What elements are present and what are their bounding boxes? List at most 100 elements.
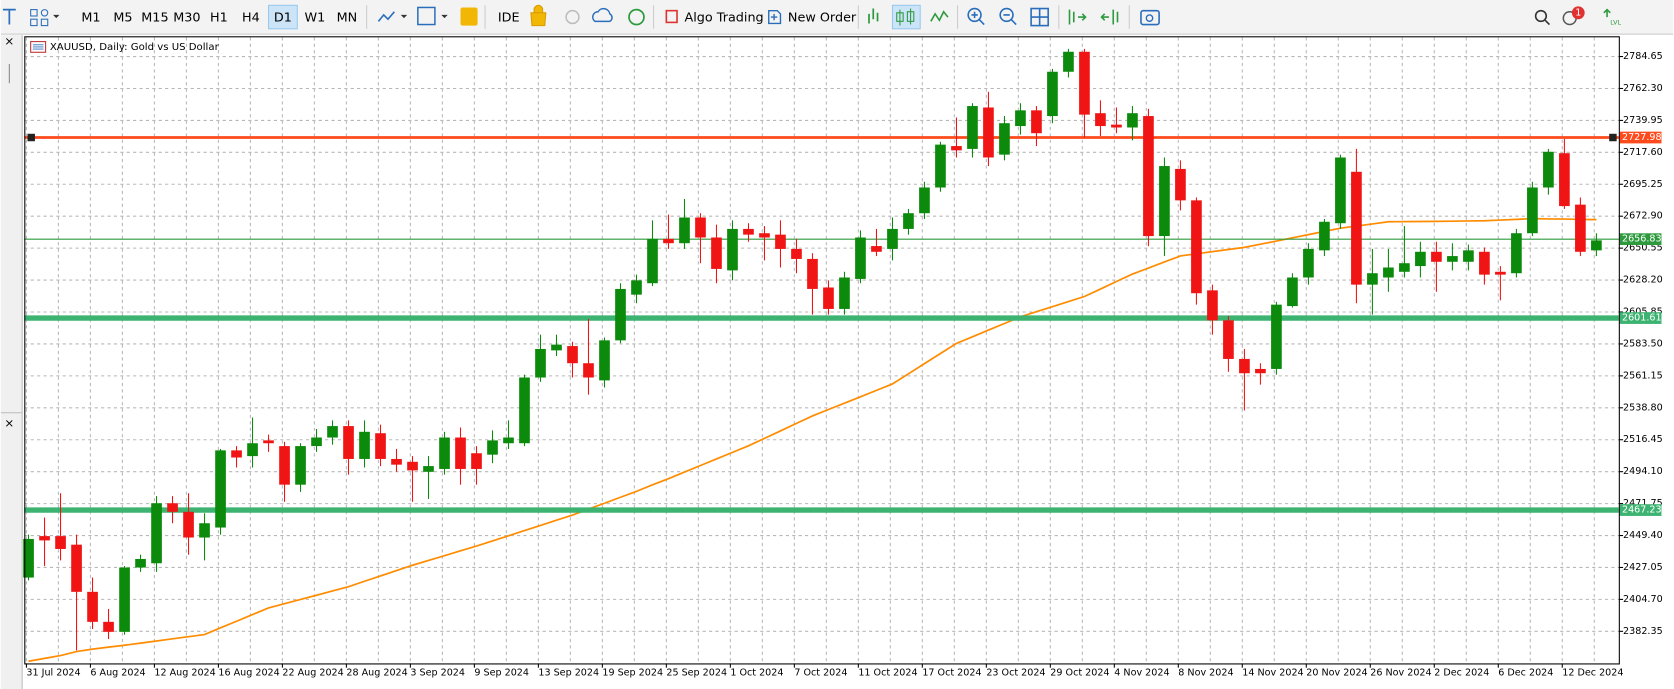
x-tick-label: 31 Jul 2024 <box>26 668 80 679</box>
candle-body <box>1431 251 1442 262</box>
ide-button[interactable]: IDE <box>498 11 520 26</box>
vps-icon[interactable] <box>628 8 645 26</box>
candle-body <box>951 146 962 151</box>
candle-body <box>759 233 770 238</box>
candle-body <box>1191 200 1202 294</box>
candle-body <box>1079 51 1090 115</box>
dropdown[interactable] <box>53 14 60 19</box>
auto-scroll[interactable] <box>1068 9 1087 25</box>
candle-body <box>1063 51 1074 72</box>
candle-body <box>871 246 882 252</box>
candle-body <box>1511 233 1522 274</box>
chart-shift[interactable] <box>1100 9 1119 25</box>
candle-body <box>343 426 354 459</box>
notification-badge[interactable] <box>1571 6 1585 20</box>
timeframe-button[interactable]: MN <box>337 11 358 26</box>
x-tick-label: 1 Oct 2024 <box>730 668 783 679</box>
candle-body <box>903 213 914 229</box>
timeframe-button[interactable]: M5 <box>113 11 132 26</box>
cloud-icon[interactable] <box>592 7 613 23</box>
x-tick-label: 9 Sep 2024 <box>474 668 529 679</box>
candle-body <box>1159 166 1170 237</box>
line-chart-tool[interactable] <box>930 10 949 22</box>
candle-body <box>807 258 818 289</box>
templates-tool[interactable] <box>417 6 436 26</box>
close-panel[interactable]: × <box>4 416 14 430</box>
new-order-icon[interactable] <box>768 9 782 25</box>
y-tick-label: 2628.20 <box>1623 275 1663 286</box>
x-tick-label: 29 Oct 2024 <box>1050 668 1109 679</box>
dropdown[interactable] <box>400 14 408 19</box>
shapes-tool[interactable] <box>30 9 49 27</box>
algo-icon[interactable] <box>665 9 678 24</box>
candle-body <box>327 426 338 438</box>
y-tick-label: 2695.25 <box>1623 179 1663 190</box>
indicators-tool[interactable] <box>377 11 395 22</box>
timeframe-button[interactable]: M30 <box>173 11 200 26</box>
x-tick-label: 6 Aug 2024 <box>90 668 145 679</box>
x-tick-label: 14 Nov 2024 <box>1242 668 1303 679</box>
candle-body <box>1399 263 1410 272</box>
bar-chart-tool[interactable] <box>868 8 879 24</box>
search[interactable] <box>1534 9 1551 26</box>
timeframe-button[interactable]: M15 <box>141 11 168 26</box>
y-tick-label: 2762.30 <box>1623 83 1663 94</box>
chart-window <box>24 36 1674 689</box>
x-tick-label: 23 Oct 2024 <box>986 668 1045 679</box>
x-tick-label: 26 Nov 2024 <box>1370 668 1431 679</box>
zoom-in[interactable] <box>967 7 985 26</box>
close-panel[interactable]: × <box>4 34 14 48</box>
y-tick-label: 2561.15 <box>1623 370 1663 381</box>
candle-body <box>1527 187 1538 234</box>
candle-body <box>1543 151 1554 188</box>
candle-body <box>439 437 450 469</box>
timeframe-button[interactable]: W1 <box>305 11 326 26</box>
signal-icon[interactable] <box>565 9 580 25</box>
level-icon[interactable] <box>1603 8 1611 18</box>
level-handle <box>27 133 35 142</box>
market-tool[interactable] <box>460 7 478 26</box>
candle-body <box>295 446 306 485</box>
candle-body <box>615 288 626 341</box>
candle-body <box>1031 110 1042 134</box>
candle-body <box>791 248 802 259</box>
candle-body <box>1271 304 1282 369</box>
candle-body <box>167 503 178 512</box>
candle-body <box>1015 110 1026 127</box>
bag-icon[interactable] <box>530 4 547 27</box>
tile-windows[interactable] <box>1030 7 1049 27</box>
candle-body <box>71 544 82 592</box>
algo-trading-button[interactable]: Algo Trading <box>684 11 763 26</box>
candle-body <box>1095 113 1106 127</box>
y-tick-label: 2449.40 <box>1623 530 1663 541</box>
candle-body <box>695 217 706 238</box>
candle-body <box>599 340 610 381</box>
level-handle <box>1609 133 1617 142</box>
timeframe-button[interactable]: D1 <box>274 11 292 26</box>
candle-body <box>231 450 242 458</box>
candle-body <box>1559 153 1570 207</box>
timeframe-button[interactable]: M1 <box>81 11 100 26</box>
candle-body <box>1143 116 1154 237</box>
candle-body <box>23 538 34 578</box>
x-tick-label: 12 Aug 2024 <box>154 668 215 679</box>
candle-body <box>1207 290 1218 321</box>
candle-body <box>1255 368 1266 374</box>
candle-body <box>1239 358 1250 374</box>
candle-body <box>519 377 530 444</box>
zoom-out[interactable] <box>999 7 1017 26</box>
candle-body <box>247 443 258 457</box>
candle-body <box>823 287 834 309</box>
screenshot[interactable] <box>1140 9 1160 26</box>
x-tick-label: 17 Oct 2024 <box>922 668 981 679</box>
timeframe-button[interactable]: H4 <box>242 11 260 26</box>
candle-body <box>743 228 754 235</box>
x-tick-label: 28 Aug 2024 <box>346 668 407 679</box>
timeframe-button[interactable]: H1 <box>210 11 228 26</box>
candle-body <box>647 238 658 284</box>
text-tool[interactable] <box>2 8 16 25</box>
x-tick-label: 6 Dec 2024 <box>1498 668 1553 679</box>
candle-body <box>983 107 994 158</box>
dropdown[interactable] <box>441 14 448 19</box>
new-order-button[interactable]: New Order <box>788 11 857 26</box>
